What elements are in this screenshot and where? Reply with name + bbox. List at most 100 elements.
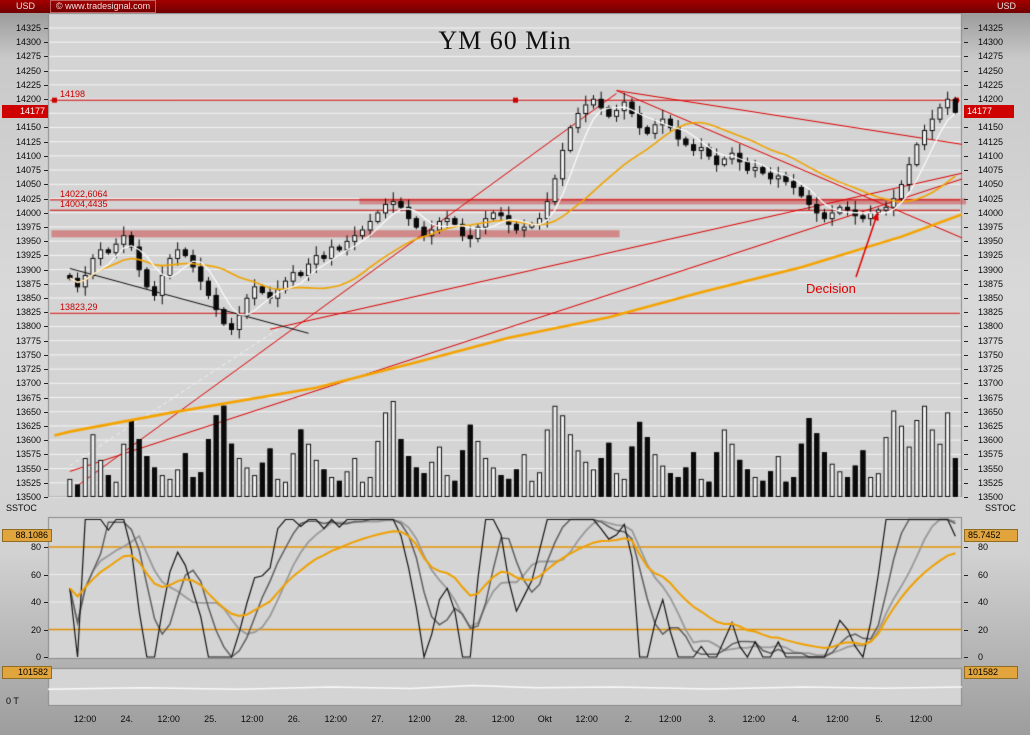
axis-tick: 13575 [978, 449, 1004, 460]
tick-mark [964, 255, 968, 257]
axis-tick: 14250 [978, 65, 1004, 76]
tick-mark [44, 326, 48, 328]
tick-mark [44, 411, 48, 413]
axis-tick: 13950 [978, 236, 1004, 247]
tick-mark [964, 298, 968, 300]
tick-mark [964, 269, 968, 271]
currency-label-right: USD [996, 1, 1016, 11]
tick-mark [964, 241, 968, 243]
sstoc-panel-label-right: SSTOC [985, 503, 1016, 513]
tick-mark [44, 198, 48, 200]
tick-mark [964, 440, 968, 442]
axis-tick: 14025 [978, 193, 1004, 204]
axis-tick: 13675 [978, 392, 1004, 403]
tick-mark [964, 383, 968, 385]
tick-mark [964, 42, 968, 44]
current-price-badge-left: 14177 [2, 105, 48, 119]
price-level-label[interactable]: 14198 [60, 89, 86, 100]
axis-tick: 13550 [15, 463, 41, 474]
axis-tick: 14275 [15, 51, 41, 62]
time-axis: 12:00 24. 12:00 25. 12:00 26. 12:00 27. 12:00 28.… [0, 712, 1030, 728]
axis-tick: 13900 [978, 264, 1004, 275]
axis-tick: 14150 [978, 122, 1004, 133]
tick-mark [44, 212, 48, 214]
tick-mark [964, 312, 968, 314]
time-axis-label: 12:00 [575, 714, 598, 724]
tick-mark [44, 184, 48, 186]
tick-mark [44, 657, 48, 658]
axis-tick: 13725 [978, 364, 1004, 375]
tick-mark [964, 170, 968, 172]
axis-tick: 80 [978, 542, 989, 552]
axis-tick: 20 [30, 624, 41, 635]
axis-tick: 14050 [978, 179, 1004, 190]
tick-mark [964, 184, 968, 186]
axis-tick: 13875 [978, 278, 1004, 289]
axis-tick: 14275 [978, 51, 1004, 62]
axis-tick: 14100 [15, 150, 41, 161]
axis-tick: 14300 [15, 37, 41, 48]
tick-mark [964, 155, 968, 157]
axis-tick: 13975 [15, 221, 41, 232]
tick-mark [44, 56, 48, 58]
tick-mark [44, 170, 48, 172]
axis-tick: 0 [978, 652, 984, 662]
axis-tick: 13575 [15, 449, 41, 460]
tick-mark [44, 468, 48, 470]
tick-mark [964, 84, 968, 86]
axis-tick: 20 [978, 624, 989, 635]
axis-tick: 14075 [15, 165, 41, 176]
axis-tick: 14200 [15, 94, 41, 105]
price-level-label[interactable]: 14022,6064 [60, 188, 108, 199]
time-axis-label: 12:00 [909, 714, 933, 724]
price-level-label[interactable]: 13823,29 [60, 302, 98, 313]
tick-mark [44, 70, 48, 72]
axis-tick: 13850 [978, 293, 1004, 304]
tick-mark [44, 496, 48, 498]
tick-mark [964, 141, 968, 143]
tick-mark [964, 226, 968, 228]
time-axis-label: Okt [537, 714, 552, 724]
tick-mark [44, 425, 48, 427]
sstoc-panel-label-left: SSTOC [6, 503, 37, 513]
time-axis-label: 5. [875, 714, 883, 724]
axis-tick: 14025 [15, 193, 41, 204]
tick-mark [964, 99, 968, 101]
axis-tick: 13725 [15, 364, 41, 375]
axis-tick: 13800 [15, 321, 41, 332]
axis-tick: 13950 [15, 236, 41, 247]
tick-mark [44, 574, 48, 576]
tick-mark [44, 84, 48, 86]
axis-tick: 14200 [978, 94, 1004, 105]
axis-tick: 14000 [15, 207, 41, 218]
tick-mark [964, 70, 968, 72]
left-price-axis: 1432514300142751425014225142001417514150… [0, 0, 48, 735]
tick-mark [44, 241, 48, 243]
axis-tick: 13500 [15, 491, 41, 502]
time-axis-label: 12:00 [658, 714, 682, 724]
price-level-label[interactable]: 14004,4435 [60, 199, 108, 210]
axis-tick: 13525 [978, 477, 1004, 488]
tick-mark [964, 340, 968, 342]
axis-tick: 40 [30, 597, 41, 607]
decision-annotation[interactable]: Decision [806, 281, 856, 296]
tick-mark [964, 28, 968, 29]
axis-tick: 13600 [978, 435, 1004, 446]
currency-label-left: USD [16, 1, 36, 11]
sstoc-value-badge-left: 88.1086 [2, 529, 52, 542]
axis-tick: 13625 [15, 420, 41, 431]
axis-tick: 14050 [15, 179, 41, 190]
time-axis-label: 12:00 [73, 714, 97, 724]
tick-mark [44, 28, 48, 29]
tick-mark [44, 283, 48, 285]
tick-mark [964, 283, 968, 285]
tick-mark [964, 468, 968, 470]
axis-tick: 0 [35, 652, 41, 662]
axis-tick: 60 [30, 569, 41, 580]
time-axis-label: 12:00 [157, 714, 180, 724]
tick-mark [44, 298, 48, 300]
tick-mark [964, 397, 968, 399]
open-interest-badge-right: 101582 [964, 666, 1018, 679]
axis-tick: 14225 [15, 79, 41, 90]
